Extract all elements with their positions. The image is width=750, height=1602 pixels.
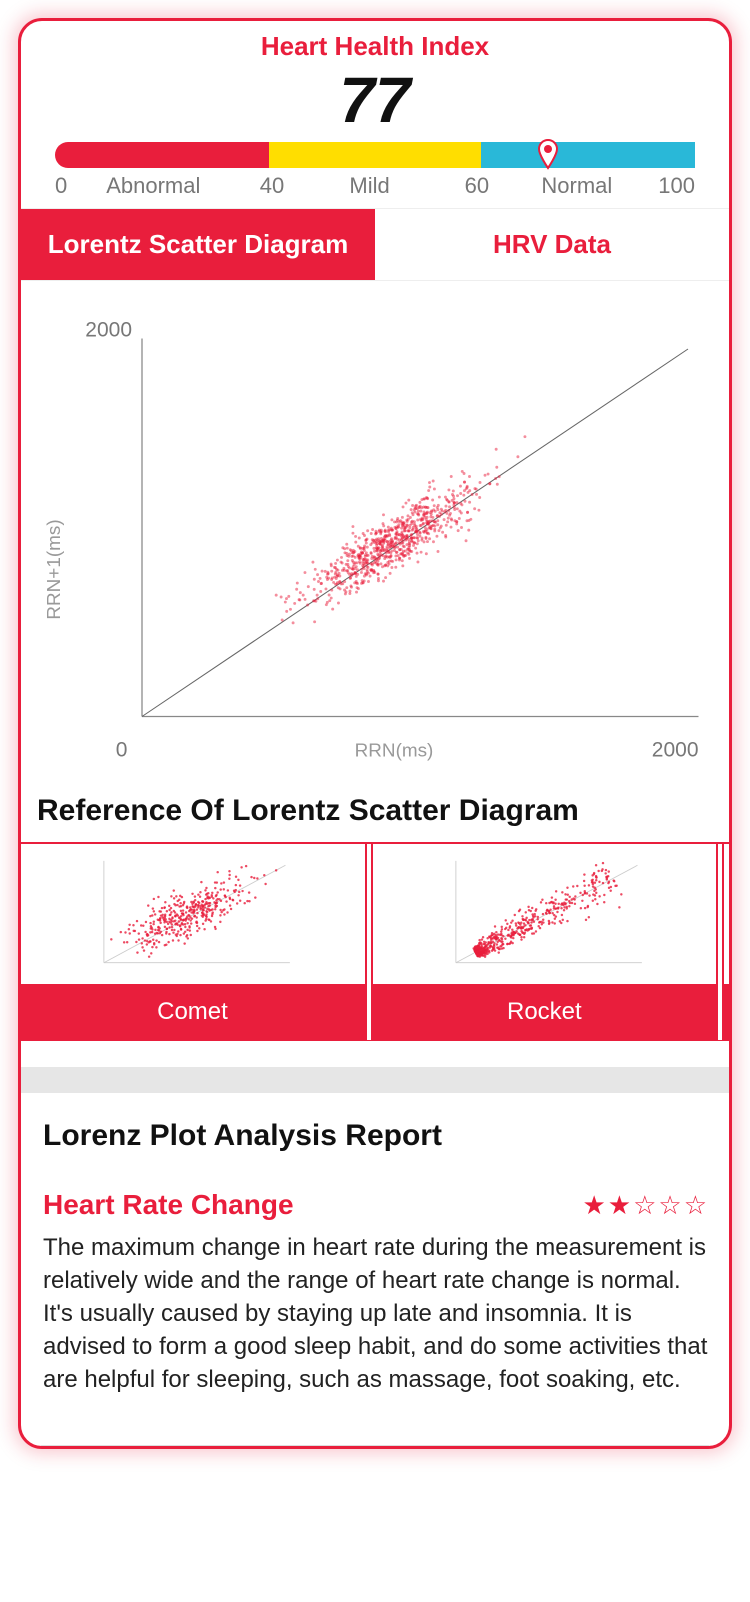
y-max-label: 2000: [85, 318, 132, 341]
reference-label: Comet: [21, 984, 365, 1040]
x-axis-label: RRN(ms): [355, 740, 434, 761]
hh-section: Heart Health Index 77 0 Abnormal 40 Mild…: [21, 21, 729, 208]
tab-hrv[interactable]: HRV Data: [375, 209, 729, 280]
rating-stars: ★★☆☆☆: [582, 1190, 709, 1221]
report-body: The maximum change in heart rate during …: [43, 1231, 709, 1397]
x-max-label: 2000: [652, 738, 699, 761]
origin-label: 0: [116, 738, 128, 761]
reference-row[interactable]: CometRocket: [21, 842, 729, 1041]
bottom-divider: [41, 1445, 709, 1446]
y-axis-label: RRN+1(ms): [44, 519, 65, 619]
scale-normal: Normal: [541, 173, 612, 199]
metric-name: Heart Rate Change: [43, 1189, 294, 1221]
scale-60: 60: [465, 173, 489, 199]
scale-max: 100: [658, 173, 695, 199]
report-section: Lorenz Plot Analysis Report Heart Rate C…: [21, 1093, 729, 1427]
scale-mild: Mild: [349, 173, 389, 199]
hh-scale: 0 Abnormal 40 Mild 60 Normal 100: [55, 168, 695, 208]
hh-marker-icon: [537, 138, 559, 172]
lorentz-scatter-chart: 2000 RRN+1(ms) 0 RRN(ms) 2000: [37, 307, 709, 769]
scale-40: 40: [260, 173, 284, 199]
reference-thumb: [724, 844, 729, 984]
main-chart-area: 2000 RRN+1(ms) 0 RRN(ms) 2000: [21, 281, 729, 778]
tabs: Lorentz Scatter Diagram HRV Data: [21, 208, 729, 281]
reference-item[interactable]: Comet: [21, 844, 367, 1040]
scale-min: 0: [55, 173, 67, 199]
reference-thumb: [373, 844, 716, 984]
report-title: Lorenz Plot Analysis Report: [43, 1119, 709, 1153]
hh-title: Heart Health Index: [21, 21, 729, 62]
reference-title: Reference Of Lorentz Scatter Diagram: [21, 778, 729, 842]
scatter-points: [275, 435, 527, 624]
section-divider: [21, 1067, 729, 1093]
tab-lorentz[interactable]: Lorentz Scatter Diagram: [21, 209, 375, 280]
reference-item[interactable]: [722, 844, 729, 1040]
hh-value: 77: [21, 68, 729, 132]
reference-item[interactable]: Rocket: [371, 844, 718, 1040]
scale-abnormal: Abnormal: [106, 173, 200, 199]
reference-thumb: [21, 844, 365, 984]
reference-label: [724, 984, 729, 1040]
reference-label: Rocket: [373, 984, 716, 1040]
health-card: Heart Health Index 77 0 Abnormal 40 Mild…: [18, 18, 732, 1449]
hh-bar: [55, 142, 695, 168]
